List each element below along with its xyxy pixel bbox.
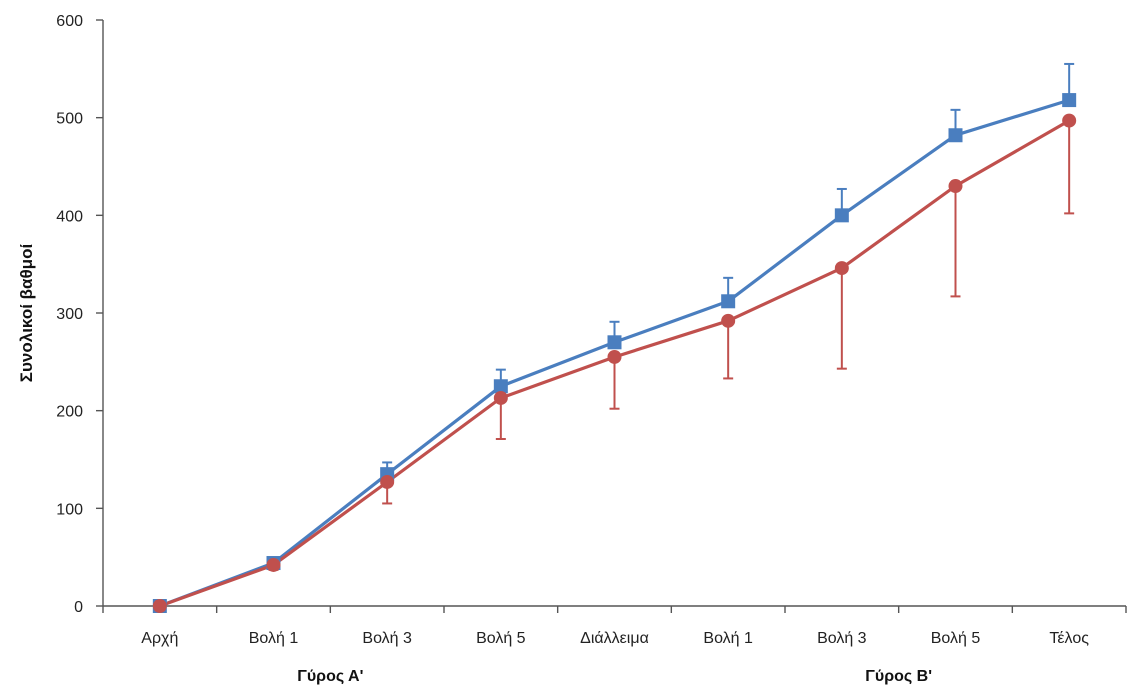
data-point-square <box>948 128 963 143</box>
y-tick-label: 600 <box>56 13 83 30</box>
data-point-circle <box>152 599 167 613</box>
y-tick-label: 200 <box>56 404 83 421</box>
data-point-circle <box>1062 113 1077 128</box>
x-tick-label: Βολή 1 <box>249 630 299 647</box>
data-point-circle <box>948 179 963 194</box>
y-tick-label: 300 <box>56 306 83 323</box>
y-tick-label: 100 <box>56 501 83 518</box>
data-point-square <box>493 379 508 394</box>
data-point-circle <box>380 474 395 489</box>
x-tick-label: Αρχή <box>141 630 178 647</box>
data-point-circle <box>493 390 508 405</box>
x-tick-label: Βολή 3 <box>817 630 867 647</box>
axis-labels: 0 100 200 300 400 500 600 Αρχή Βολή 1 Βολή 3 Βολή … <box>17 13 1089 685</box>
data-point-circle <box>266 557 281 572</box>
data-point-circle <box>721 313 736 328</box>
x-tick-label: Βολή 1 <box>703 630 753 647</box>
data-point-square <box>834 208 849 223</box>
data-point-square <box>721 294 736 309</box>
data-point-square <box>607 335 622 350</box>
y-tick-label: 500 <box>56 111 83 128</box>
data-point-circle <box>607 349 622 364</box>
series-markers <box>152 93 1077 613</box>
chart-axes <box>96 19 1127 613</box>
data-point-square <box>1062 93 1077 108</box>
x-tick-label: Βολή 5 <box>931 630 981 647</box>
data-point-circle <box>834 261 849 276</box>
x-tick-label: Βολή 3 <box>362 630 412 647</box>
y-axis-title: Συνολικοί βαθμοί <box>17 244 36 383</box>
group-label: Γύρος Β' <box>865 668 932 685</box>
y-tick-label: 0 <box>74 599 83 616</box>
error-bars <box>268 62 1075 571</box>
group-label: Γύρος Α' <box>297 668 363 685</box>
x-tick-label: Διάλλειμα <box>580 630 649 647</box>
x-tick-label: Τέλος <box>1049 630 1089 647</box>
x-tick-label: Βολή 5 <box>476 630 526 647</box>
y-tick-label: 400 <box>56 208 83 225</box>
